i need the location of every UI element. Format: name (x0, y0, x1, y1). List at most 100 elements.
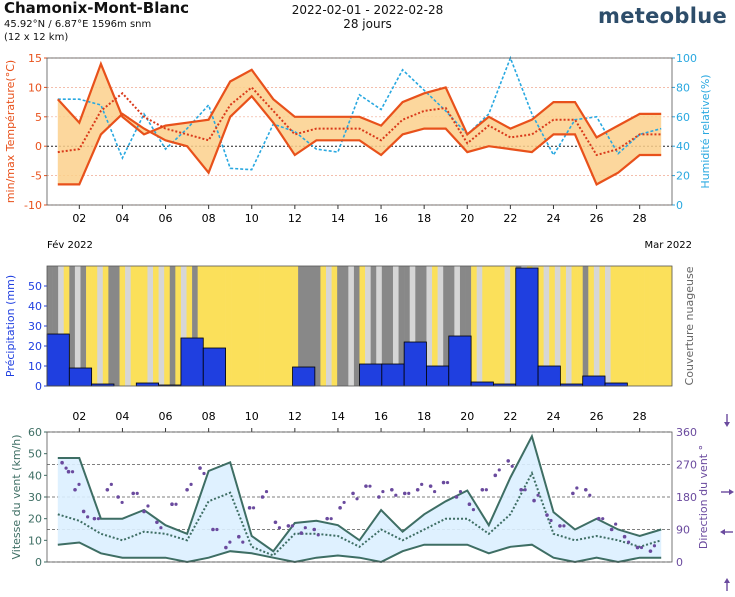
temp-tick-label: 15 (28, 52, 42, 65)
arrow-head (729, 489, 734, 495)
wind-direction-dot (407, 491, 411, 495)
day-tick-label: 14 (331, 212, 345, 225)
cloud-cover-slice (437, 266, 444, 386)
arrow-head (720, 529, 725, 535)
coordinates: 45.92°N / 6.87°E 1596m snm (4, 19, 152, 30)
precip-bar (470, 381, 494, 387)
day-tick-label: 14 (331, 410, 345, 423)
wind-direction-dot (116, 495, 120, 499)
temp-tick-label: -10 (24, 199, 42, 212)
wind-direction-dot (92, 516, 97, 521)
wind-direction-dot (583, 487, 588, 492)
cloud-cover-slice (203, 266, 210, 386)
cloud-cover-slice (158, 266, 165, 386)
wind-direction-dot (135, 491, 139, 495)
cloud-cover-slice (443, 266, 450, 386)
cloud-cover-slice (298, 266, 304, 386)
humidity-tick-label: 40 (676, 140, 690, 153)
cloud-cover-slice (571, 266, 578, 386)
precip-bar (582, 375, 606, 387)
wind-direction-dot (325, 516, 329, 521)
cloud-cover-slice (510, 266, 517, 386)
temp-tick-label: 10 (28, 81, 42, 94)
wind-max-line (57, 433, 662, 553)
cloud-cover-slice (97, 266, 104, 386)
day-tick-label: 26 (590, 212, 604, 225)
cloud-cover-slice (560, 266, 567, 386)
cloud-cover-slice (320, 266, 327, 386)
wind-direction-dot (588, 493, 592, 497)
cloud-cover-slice (147, 266, 154, 386)
cloud-cover-slice (482, 266, 489, 386)
cloud-cover-slice (141, 266, 148, 386)
wind-direction-dot (146, 504, 150, 508)
cloud-cover-slice (381, 266, 388, 386)
cloud-cover-slice (247, 266, 254, 386)
cloud-cover-slice (91, 266, 98, 386)
wind-direction-dot (273, 520, 278, 525)
cloud-cover-slice (102, 266, 109, 386)
cloud-cover-slice (130, 266, 137, 386)
temp-frame (46, 57, 673, 206)
wind-min-line (57, 541, 662, 564)
wind-direction-dot (480, 487, 485, 492)
day-tick-label: 06 (159, 212, 173, 225)
cloud-cover-slice (599, 266, 606, 386)
wind-direction-dot (471, 508, 476, 512)
cloud-cover-slice (119, 266, 126, 386)
wind-panel: 02 04 06 08 10 12 14 16 18 20 22 24 26 28 0 10 20 30 40 50 6… (10, 410, 734, 591)
cloud-cover-slice (627, 266, 634, 386)
wind-direction-dot (286, 524, 291, 528)
direction-tick-label: 360 (676, 426, 697, 439)
wind-tick-label: 20 (28, 513, 42, 526)
wind-direction-dot (614, 522, 618, 526)
wind-direction-dot (202, 471, 206, 476)
humidity-axis-label: Humidité relative(%) (699, 74, 712, 188)
wind-direction-dot (510, 464, 514, 468)
day-tick-label: 26 (590, 410, 604, 423)
day-tick-label: 24 (546, 212, 560, 225)
humidity-tick-label: 0 (676, 199, 683, 212)
temp-mean-line (57, 86, 662, 157)
wind-tick-label: 30 (28, 491, 42, 504)
wind-direction-dot (303, 526, 307, 530)
wind-direction-dot (381, 489, 385, 494)
wind-direction-dot (237, 534, 241, 539)
cloud-cover-slice (326, 266, 332, 386)
cloud-cover-slice (286, 266, 293, 386)
cloud-cover-slice (74, 266, 81, 386)
wind-direction-dot (198, 466, 202, 470)
precip-tick-label: 30 (28, 320, 42, 333)
wind-direction-dot (228, 540, 232, 544)
wind-direction-dot (390, 487, 394, 492)
wind-direction-dot (96, 517, 101, 521)
cloud-cover-slice (432, 266, 438, 386)
wind-direction-dot (338, 506, 342, 510)
wind-direction-dot (105, 487, 110, 492)
wind-direction-dot (484, 488, 488, 492)
cloud-cover-slice (164, 266, 171, 386)
temp-max-line (56, 60, 662, 139)
wind-direction-dot (415, 487, 420, 492)
temp-tick-label: 5 (35, 111, 42, 124)
day-tick-label: 10 (245, 410, 259, 423)
cloud-cover-slice (80, 266, 87, 386)
wind-direction-dot (351, 491, 355, 496)
wind-direction-dot (635, 545, 640, 550)
day-tick-label: 08 (202, 212, 216, 225)
cloud-cover-slice (337, 266, 344, 386)
wind-direction-dot (120, 500, 124, 505)
wind-direction-dot (445, 480, 450, 485)
wind-direction-dot (639, 545, 644, 550)
cloud-cover-slice (331, 266, 338, 386)
cloud-cover-slice (69, 266, 76, 386)
cloud-cover-slice (275, 266, 282, 386)
cloud-cover-slice (309, 266, 316, 386)
wind-tick-label: 10 (28, 534, 42, 547)
cloud-cover-slice (409, 266, 416, 386)
precip-bar (202, 347, 226, 387)
wind-direction-dot (596, 516, 601, 521)
day-tick-label: 28 (633, 212, 647, 225)
precip-bar (68, 367, 93, 387)
